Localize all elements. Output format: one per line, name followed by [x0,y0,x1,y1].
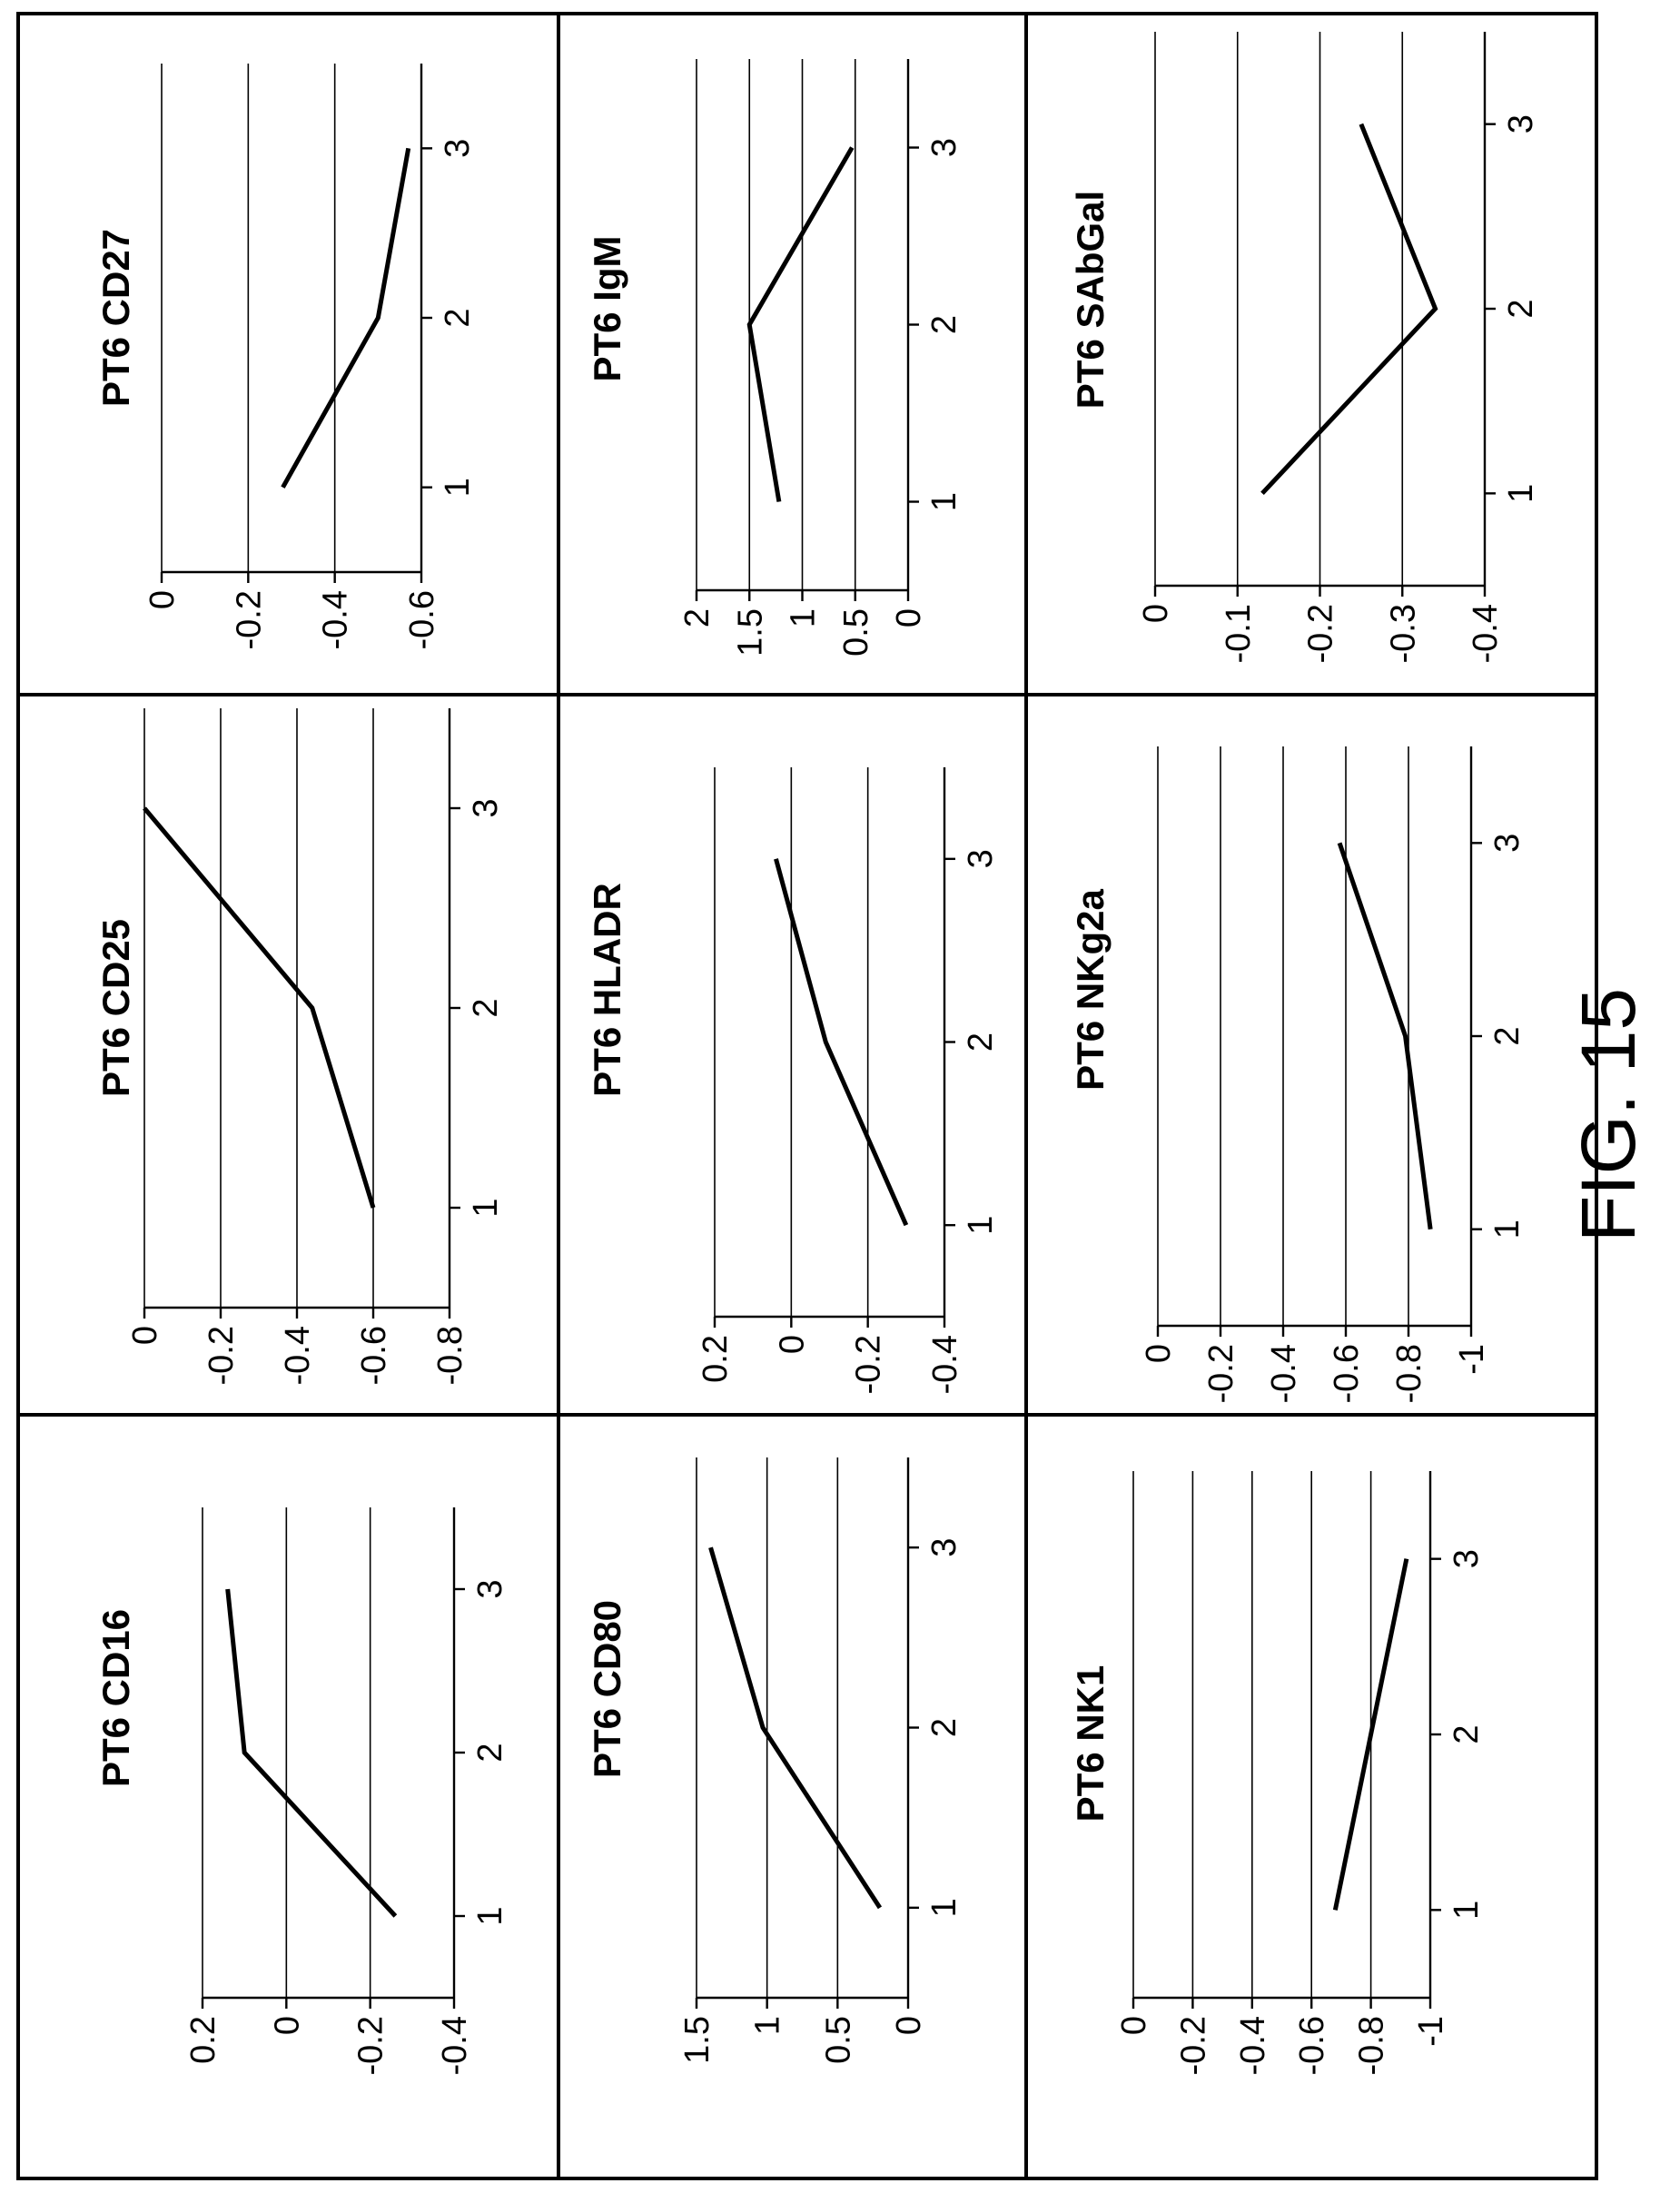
y-tick-label-2: -0.2 [1174,2016,1212,2075]
chart-title: PT6 SAbGal [1069,191,1112,409]
series-line [281,147,411,489]
chart-panel-6: 2 1.5 1 0.5 0 1 2 3 PT6 IgM [586,59,964,657]
y-tick-label-3: -0.4 [279,1326,317,1385]
x-tick-label-1: 1 [471,1906,509,1925]
x-tick-label-1: 1 [925,1898,964,1917]
y-tick-label-1: 0.2 [697,1335,735,1383]
x-tick-label-3: 3 [962,849,1000,868]
chart-title: PT6 NKg2a [1069,888,1112,1090]
x-tick-label-3: 3 [925,1538,964,1557]
series-line [746,146,855,502]
y-tick-label-2: -0.2 [1202,1344,1240,1403]
y-tick-label-1: 0 [1115,2016,1153,2035]
chart-panel-8: 0 -0.2 -0.4 -0.6 -0.8 -1 1 2 3 PT6 NKg2a [1069,746,1527,1403]
y-tick-label-4: -0.6 [355,1326,393,1385]
y-tick-label-4: -0.4 [436,2016,474,2075]
chart-panel-7: 0 -0.2 -0.4 -0.6 -0.8 -1 1 2 3 PT6 NK1 [1069,1471,1486,2075]
panel-grid-outline [16,12,1598,2180]
y-tick-label-3: -0.2 [1302,604,1340,663]
x-tick-label-2: 2 [467,998,505,1017]
y-tick-label-1: 0.2 [184,2016,222,2064]
chart-title: PT6 CD16 [94,1609,137,1787]
y-tick-label-4: -0.3 [1384,604,1422,663]
chart-title: PT6 CD80 [586,1600,628,1778]
y-tick-label-4: 0.5 [837,608,875,657]
x-tick-label-2: 2 [962,1032,1000,1052]
x-tick-label-3: 3 [925,138,964,157]
x-tick-label-1: 1 [1448,1901,1486,1920]
chart-panel-1: 0.2 0 -0.2 -0.4 1 2 3 PT6 CD16 [94,1507,509,2075]
x-tick-label-3: 3 [1448,1549,1486,1568]
chart-panel-4: 1.5 1 0.5 0 1 2 3 PT6 CD80 [586,1457,964,2064]
charts-group: 0.2 0 -0.2 -0.4 1 2 3 PT6 CD16 0 -0.2 -0.4 -0.6 -0.8… [94,32,1540,2075]
y-tick-label-1: 2 [678,608,716,627]
chart-panel-9: 0 -0.1 -0.2 -0.3 -0.4 1 2 3 PT6 SAbGal [1069,32,1540,663]
y-tick-label-3: -0.4 [317,590,355,649]
y-tick-label-2: -0.1 [1220,604,1258,663]
x-tick-label-2: 2 [439,308,477,327]
x-tick-label-1: 1 [467,1198,505,1217]
chart-panel-5: 0.2 0 -0.2 -0.4 1 2 3 PT6 HLADR [586,767,1000,1394]
x-tick-label-3: 3 [1502,114,1540,133]
x-tick-label-3: 3 [471,1579,509,1598]
x-tick-label-2: 2 [1502,299,1540,318]
figure-label: FIG. 15 [1566,988,1651,1242]
y-tick-label-2: 1.5 [731,608,769,657]
y-tick-label-1: 0 [126,1326,164,1345]
y-tick-label-3: -0.4 [1265,1344,1303,1403]
series-line [708,1546,883,1910]
y-tick-label-4: 0 [890,2016,928,2035]
chart-title: PT6 HLADR [586,883,628,1097]
series-line [1260,123,1438,496]
x-tick-label-1: 1 [1488,1220,1527,1239]
series-line [1337,842,1433,1230]
x-tick-label-1: 1 [962,1216,1000,1235]
x-tick-label-1: 1 [1502,484,1540,503]
y-tick-label-2: 1 [749,2016,787,2035]
y-tick-label-1: 1.5 [678,2016,716,2064]
y-tick-label-1: 0 [1137,604,1175,623]
y-tick-label-3: 1 [785,608,823,627]
x-tick-label-1: 1 [925,492,964,511]
x-tick-label-3: 3 [439,139,477,158]
y-tick-label-5: 0 [890,608,928,627]
chart-panel-2: 0 -0.2 -0.4 -0.6 -0.8 1 2 3 PT6 CD25 [94,708,505,1385]
x-tick-label-2: 2 [1448,1724,1486,1744]
y-tick-label-3: -0.2 [850,1335,888,1394]
y-tick-label-5: -0.4 [1467,604,1505,663]
chart-title: PT6 NK1 [1069,1665,1112,1823]
y-tick-label-4: -0.4 [926,1335,964,1394]
y-tick-label-2: 0 [268,2016,306,2035]
x-tick-label-2: 2 [471,1743,509,1762]
y-tick-label-6: -1 [1453,1344,1491,1375]
chart-title: PT6 CD27 [94,229,137,407]
y-tick-label-4: -0.6 [403,590,441,649]
series-line [774,858,909,1227]
y-tick-label-1: 0 [143,590,182,609]
y-tick-label-5: -0.8 [431,1326,469,1385]
y-tick-label-4: -0.6 [1328,1344,1366,1403]
chart-panel-3: 0 -0.2 -0.4 -0.6 1 2 3 PT6 CD27 [94,64,477,649]
series-line [143,806,376,1209]
y-tick-label-3: -0.2 [352,2016,390,2075]
y-tick-label-1: 0 [1140,1344,1178,1363]
x-tick-label-1: 1 [439,478,477,497]
chart-title: PT6 CD25 [94,919,137,1097]
y-tick-label-4: -0.6 [1293,2016,1331,2075]
x-tick-label-2: 2 [925,1718,964,1737]
y-tick-label-3: -0.4 [1234,2016,1272,2075]
y-tick-label-2: 0 [773,1335,811,1354]
y-tick-label-5: -0.8 [1353,2016,1391,2075]
x-tick-label-3: 3 [1488,834,1527,853]
y-tick-label-3: 0.5 [819,2016,857,2064]
y-tick-label-6: -1 [1412,2016,1450,2047]
chart-title: PT6 IgM [586,235,628,381]
x-tick-label-2: 2 [1488,1026,1527,1045]
x-tick-label-3: 3 [467,798,505,817]
y-tick-label-2: -0.2 [203,1326,241,1385]
x-tick-label-2: 2 [925,315,964,334]
y-tick-label-2: -0.2 [230,590,268,649]
y-tick-label-5: -0.8 [1390,1344,1428,1403]
